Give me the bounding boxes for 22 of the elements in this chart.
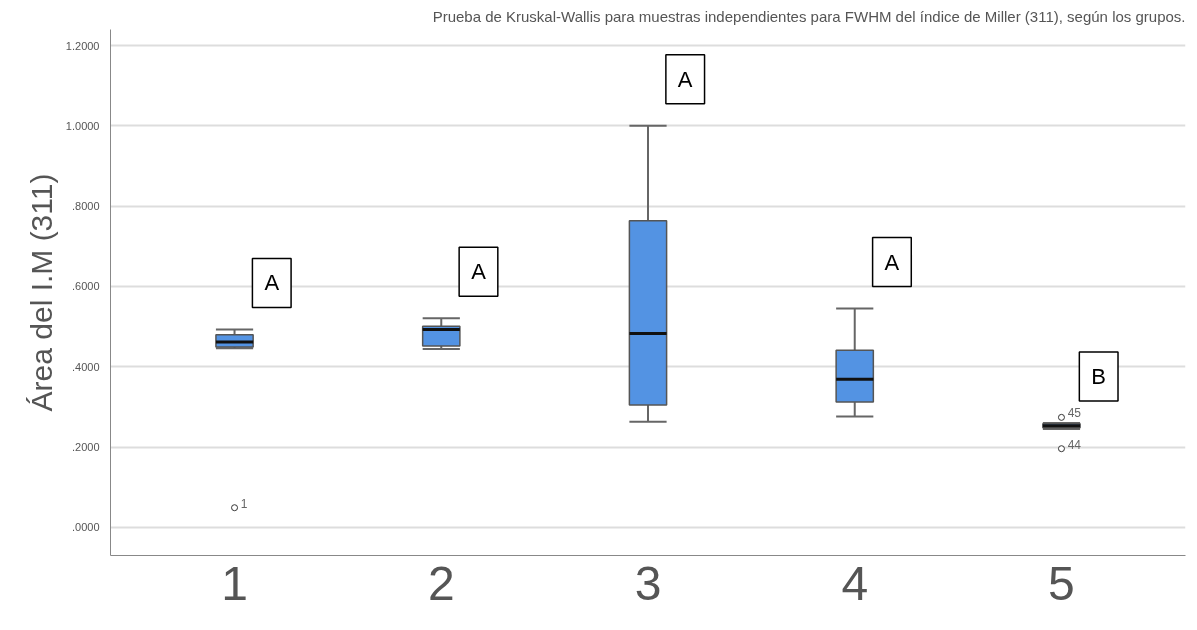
annotation: 1 <box>240 496 248 511</box>
chart-title: Prueba de Kruskal-Wallis para muestras independientes para FWHM del índice de Miller (311), según los grupos. <box>432 7 1186 25</box>
annotation: A <box>884 249 900 275</box>
x-tick-label: 1 <box>221 556 248 610</box>
annotation: A <box>264 270 280 296</box>
y-tick-label: .4000 <box>71 360 100 373</box>
y-tick-label: 1.0000 <box>65 119 100 132</box>
annotation: A <box>677 66 693 92</box>
x-tick-label: 5 <box>1048 556 1075 610</box>
y-tick-label: .6000 <box>71 280 100 293</box>
annotation: A <box>471 259 487 285</box>
y-tick-label: .8000 <box>71 200 100 213</box>
y-tick-label: .2000 <box>71 441 100 454</box>
y-tick-label: 1.2000 <box>65 39 100 52</box>
x-tick-label: 3 <box>634 556 662 610</box>
x-tick-label: 4 <box>841 556 869 610</box>
annotation: B <box>1091 364 1107 389</box>
y-axis-title: Área del I.M (311) <box>24 173 58 412</box>
x-tick-label: 2 <box>427 556 455 610</box>
annotation: 45 <box>1067 406 1082 421</box>
annotation: 44 <box>1067 437 1082 452</box>
y-tick-label: .0000 <box>71 521 100 534</box>
